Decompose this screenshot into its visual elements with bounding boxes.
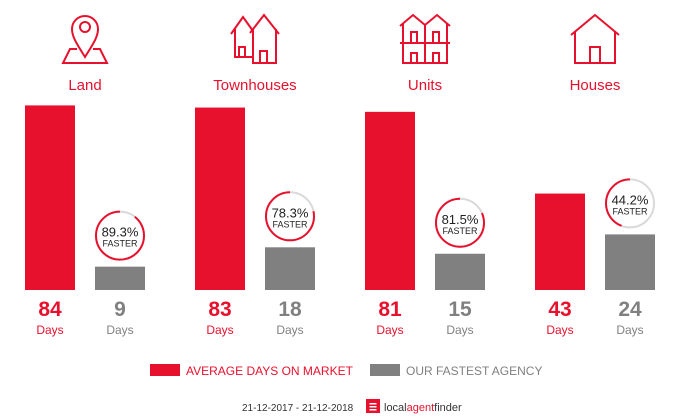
legend: AVERAGE DAYS ON MARKET OUR FASTEST AGENC…	[150, 364, 542, 378]
faster-percent: 81.5%	[442, 212, 479, 227]
ring-progress	[605, 178, 655, 229]
faster-percent: 78.3%	[272, 205, 309, 220]
faster-ring: 44.2%FASTER	[605, 178, 655, 229]
value-agency: 9	[114, 298, 126, 321]
townhouses-icon	[230, 13, 280, 64]
units-icon	[399, 13, 451, 64]
value-agency: 24	[618, 298, 642, 321]
legend-swatch-agency	[370, 364, 400, 376]
bar-average	[25, 105, 75, 291]
ring-progress	[435, 197, 485, 248]
value-average: 43	[548, 298, 571, 321]
bar-agency	[605, 234, 655, 290]
category-group-units: Units 81 Days 15 Days 81.5%FASTER	[365, 13, 485, 337]
legend-swatch-average	[150, 364, 180, 376]
value-average: 83	[208, 298, 231, 321]
days-label: Days	[376, 323, 403, 337]
svg-text:localagentfinder: localagentfinder	[384, 402, 462, 414]
bar-agency	[435, 253, 485, 290]
bar-average	[195, 107, 245, 290]
date-range: 21-12-2017 - 21-12-2018	[242, 403, 354, 414]
category-group-townhouses: Townhouses 83 Days 18 Days 78.3%FASTER	[195, 13, 315, 337]
days-label: Days	[276, 323, 303, 337]
legend-label-average: AVERAGE DAYS ON MARKET	[186, 364, 354, 378]
house-icon	[570, 13, 620, 64]
faster-text: FASTER	[102, 239, 138, 249]
days-label: Days	[206, 323, 233, 337]
faster-ring: 78.3%FASTER	[265, 191, 315, 242]
logo-local: local	[384, 402, 407, 414]
value-average: 84	[38, 298, 62, 321]
category-label: Houses	[570, 77, 621, 94]
category-group-houses: Houses 43 Days 24 Days 44.2%FASTER	[535, 13, 655, 337]
value-agency: 15	[448, 298, 472, 321]
days-label: Days	[106, 323, 133, 337]
category-group-land: Land 84 Days 9 Days 89.3%FASTER	[25, 15, 145, 337]
faster-percent: 44.2%	[612, 192, 649, 207]
localagentfinder-logo: localagentfinder	[366, 399, 462, 414]
logo-agent: agent	[407, 402, 435, 414]
value-average: 81	[378, 298, 402, 321]
category-label: Land	[68, 77, 101, 94]
map-pin-icon	[61, 15, 109, 64]
legend-label-agency: OUR FASTEST AGENCY	[406, 364, 542, 378]
ring-progress	[265, 191, 315, 242]
footer: 21-12-2017 - 21-12-2018 localagentfinder	[242, 399, 462, 414]
faster-ring: 81.5%FASTER	[435, 197, 485, 248]
faster-text: FASTER	[442, 226, 478, 236]
faster-ring: 89.3%FASTER	[95, 210, 145, 261]
category-label: Units	[408, 77, 442, 94]
days-label: Days	[446, 323, 473, 337]
ring-progress	[95, 210, 145, 261]
value-agency: 18	[278, 298, 302, 321]
category-label: Townhouses	[213, 77, 296, 94]
bar-agency	[95, 266, 145, 290]
logo-finder: finder	[434, 402, 462, 414]
bar-average	[365, 111, 415, 290]
faster-text: FASTER	[272, 219, 308, 229]
bar-agency	[265, 247, 315, 290]
days-label: Days	[546, 323, 573, 337]
bar-average	[535, 193, 585, 290]
faster-text: FASTER	[612, 206, 648, 216]
faster-percent: 89.3%	[102, 225, 139, 240]
days-label: Days	[36, 323, 63, 337]
days-label: Days	[616, 323, 643, 337]
